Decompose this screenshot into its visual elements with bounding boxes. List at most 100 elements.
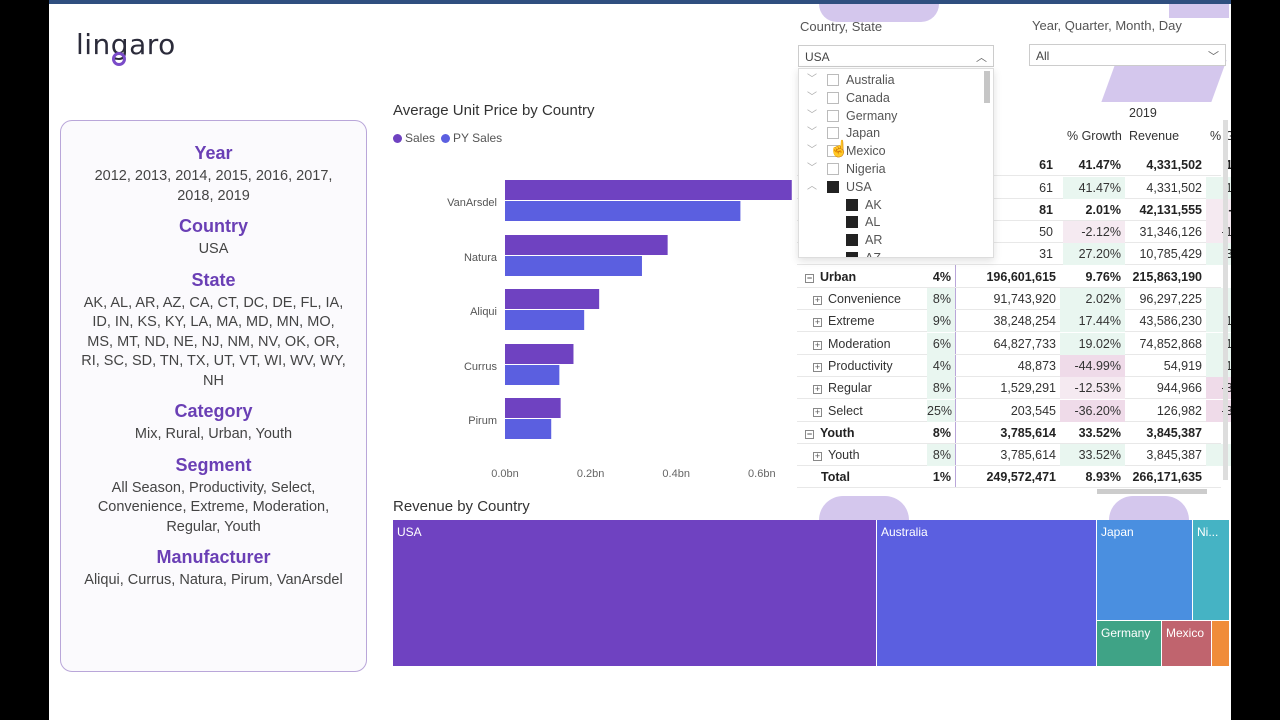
- dropdown-item-state[interactable]: AK: [799, 196, 985, 214]
- bar-py-sales[interactable]: [505, 310, 585, 330]
- matrix-row-label[interactable]: + Productivity: [813, 355, 893, 377]
- checkbox[interactable]: [827, 127, 839, 140]
- matrix-row-label[interactable]: − Urban: [805, 266, 856, 288]
- legend-label-sales: Sales: [405, 131, 436, 145]
- dropdown-item-country[interactable]: ﹀ Nigeria: [799, 160, 985, 178]
- treemap-tile[interactable]: [1212, 621, 1230, 667]
- matrix-row-label-text: Select: [828, 404, 863, 418]
- matrix-column-header[interactable]: Revenue: [1129, 129, 1180, 143]
- matrix-column-header[interactable]: % Growth: [1067, 129, 1122, 143]
- matrix-cell: -2.12%: [1063, 221, 1125, 243]
- matrix-horizontal-scrollbar[interactable]: [1097, 489, 1207, 494]
- matrix-cell: -36.20%: [1060, 400, 1125, 422]
- dropdown-item-state[interactable]: AZ: [799, 249, 985, 257]
- expand-plus-icon[interactable]: +: [813, 340, 822, 350]
- dropdown-item-country[interactable]: ︿ USA: [799, 178, 985, 196]
- bar-sales[interactable]: [505, 398, 561, 418]
- legend-item-py-sales[interactable]: PY Sales: [441, 131, 502, 145]
- matrix-row-label[interactable]: + Convenience: [813, 288, 901, 310]
- matrix-cell: 64,827,733: [993, 337, 1056, 351]
- dropdown-item-label: Mexico: [846, 144, 886, 159]
- checkbox[interactable]: [827, 145, 839, 158]
- expand-plus-icon[interactable]: +: [813, 362, 822, 372]
- bar-py-sales[interactable]: [505, 256, 642, 276]
- dropdown-item-country[interactable]: ﹀ Australia: [799, 71, 985, 89]
- checkbox[interactable]: [827, 91, 839, 104]
- matrix-cell: 8%: [927, 444, 955, 466]
- matrix-row-label-text: Moderation: [828, 337, 891, 351]
- expand-plus-icon[interactable]: +: [813, 295, 822, 305]
- matrix-vertical-scrollbar[interactable]: [1223, 120, 1228, 480]
- matrix-cell: 81: [1039, 203, 1053, 217]
- checkbox[interactable]: [827, 74, 839, 86]
- legend-item-sales[interactable]: Sales: [393, 131, 435, 145]
- matrix-row-label[interactable]: Total: [821, 466, 850, 488]
- expand-plus-icon[interactable]: +: [813, 407, 822, 417]
- checkbox[interactable]: [846, 252, 858, 257]
- expand-plus-icon[interactable]: +: [813, 317, 822, 327]
- bar-sales[interactable]: [505, 180, 792, 200]
- chevron-down-icon[interactable]: ﹀: [807, 163, 817, 174]
- matrix-cell: 9.76%: [1085, 270, 1121, 284]
- matrix-cell: 61: [1039, 158, 1053, 172]
- checkbox[interactable]: [846, 198, 858, 211]
- bar-py-sales[interactable]: [505, 365, 560, 385]
- matrix-row-label[interactable]: + Extreme: [813, 310, 875, 332]
- matrix-row-label[interactable]: + Regular: [813, 377, 872, 399]
- chevron-down-icon[interactable]: ﹀: [807, 74, 817, 85]
- matrix-row-label[interactable]: − Youth: [805, 422, 854, 444]
- matrix-cell: 31,346,126: [1139, 225, 1202, 239]
- checkbox[interactable]: [827, 163, 839, 175]
- matrix-row: 50-2.12%31,346,126-16.17%: [797, 221, 1231, 243]
- date-slicer[interactable]: All ﹀: [1029, 44, 1226, 66]
- checkbox[interactable]: [846, 216, 858, 229]
- treemap-tile[interactable]: Mexico: [1162, 621, 1212, 667]
- dropdown-item-state[interactable]: AR: [799, 231, 985, 249]
- dropdown-item-country[interactable]: ﹀ Canada: [799, 89, 985, 107]
- checkbox[interactable]: [846, 234, 858, 247]
- chevron-down-icon[interactable]: ﹀: [807, 91, 817, 103]
- chevron-up-icon[interactable]: ︿: [807, 180, 817, 192]
- dropdown-item-country[interactable]: ﹀ Japan: [799, 124, 985, 142]
- checkbox[interactable]: [827, 109, 839, 122]
- matrix-row-label[interactable]: + Moderation: [813, 333, 891, 355]
- decor-swoosh: [1169, 4, 1229, 18]
- chevron-up-icon[interactable]: ︿: [976, 52, 987, 64]
- bar-sales[interactable]: [505, 289, 600, 309]
- chevron-down-icon[interactable]: ﹀: [807, 127, 817, 139]
- matrix-cell: 944,966: [1156, 381, 1202, 395]
- matrix-row-label[interactable]: + Select: [813, 400, 863, 422]
- collapse-minus-icon[interactable]: −: [805, 429, 814, 439]
- country-state-dropdown[interactable]: ﹀ Australia ﹀ Canada ﹀ Germany ﹀ Japan ﹀ Mexico ﹀ N…: [798, 68, 994, 258]
- chevron-down-icon[interactable]: ﹀: [807, 109, 817, 121]
- dropdown-item-country[interactable]: ﹀ Germany: [799, 107, 985, 125]
- collapse-minus-icon[interactable]: −: [805, 273, 814, 283]
- treemap-tile[interactable]: Germany: [1097, 621, 1162, 667]
- expand-plus-icon[interactable]: +: [813, 451, 822, 461]
- matrix-cell: 3,845,387: [1146, 448, 1202, 462]
- bar-sales[interactable]: [505, 235, 668, 255]
- matrix-row-label-text: Productivity: [828, 359, 893, 373]
- matrix-cell: 12.82%: [1225, 158, 1231, 172]
- matrix-cell: 38,248,254: [993, 314, 1056, 328]
- treemap-tile[interactable]: USA: [393, 520, 877, 667]
- matrix-row-label[interactable]: + Youth: [813, 444, 860, 466]
- treemap-tile[interactable]: Japan: [1097, 520, 1193, 621]
- dropdown-scrollbar[interactable]: [984, 71, 990, 103]
- expand-plus-icon[interactable]: +: [813, 384, 822, 394]
- bar-sales[interactable]: [505, 344, 574, 364]
- bar-py-sales[interactable]: [505, 419, 552, 439]
- treemap-tile[interactable]: Ni...: [1193, 520, 1230, 621]
- dropdown-item-country[interactable]: ﹀ Mexico: [799, 142, 985, 160]
- chevron-down-icon[interactable]: ﹀: [807, 145, 817, 157]
- category-label: Currus: [464, 361, 498, 373]
- treemap-tile-label: USA: [397, 525, 422, 539]
- checkbox[interactable]: [827, 180, 839, 193]
- country-state-slicer[interactable]: USA ︿: [798, 45, 994, 67]
- bar-py-sales[interactable]: [505, 201, 741, 221]
- treemap-tile[interactable]: Australia: [877, 520, 1097, 667]
- x-tick-label: 0.0bn: [491, 468, 519, 480]
- dropdown-item-state[interactable]: AL: [799, 213, 985, 231]
- chevron-down-icon[interactable]: ﹀: [1208, 51, 1219, 63]
